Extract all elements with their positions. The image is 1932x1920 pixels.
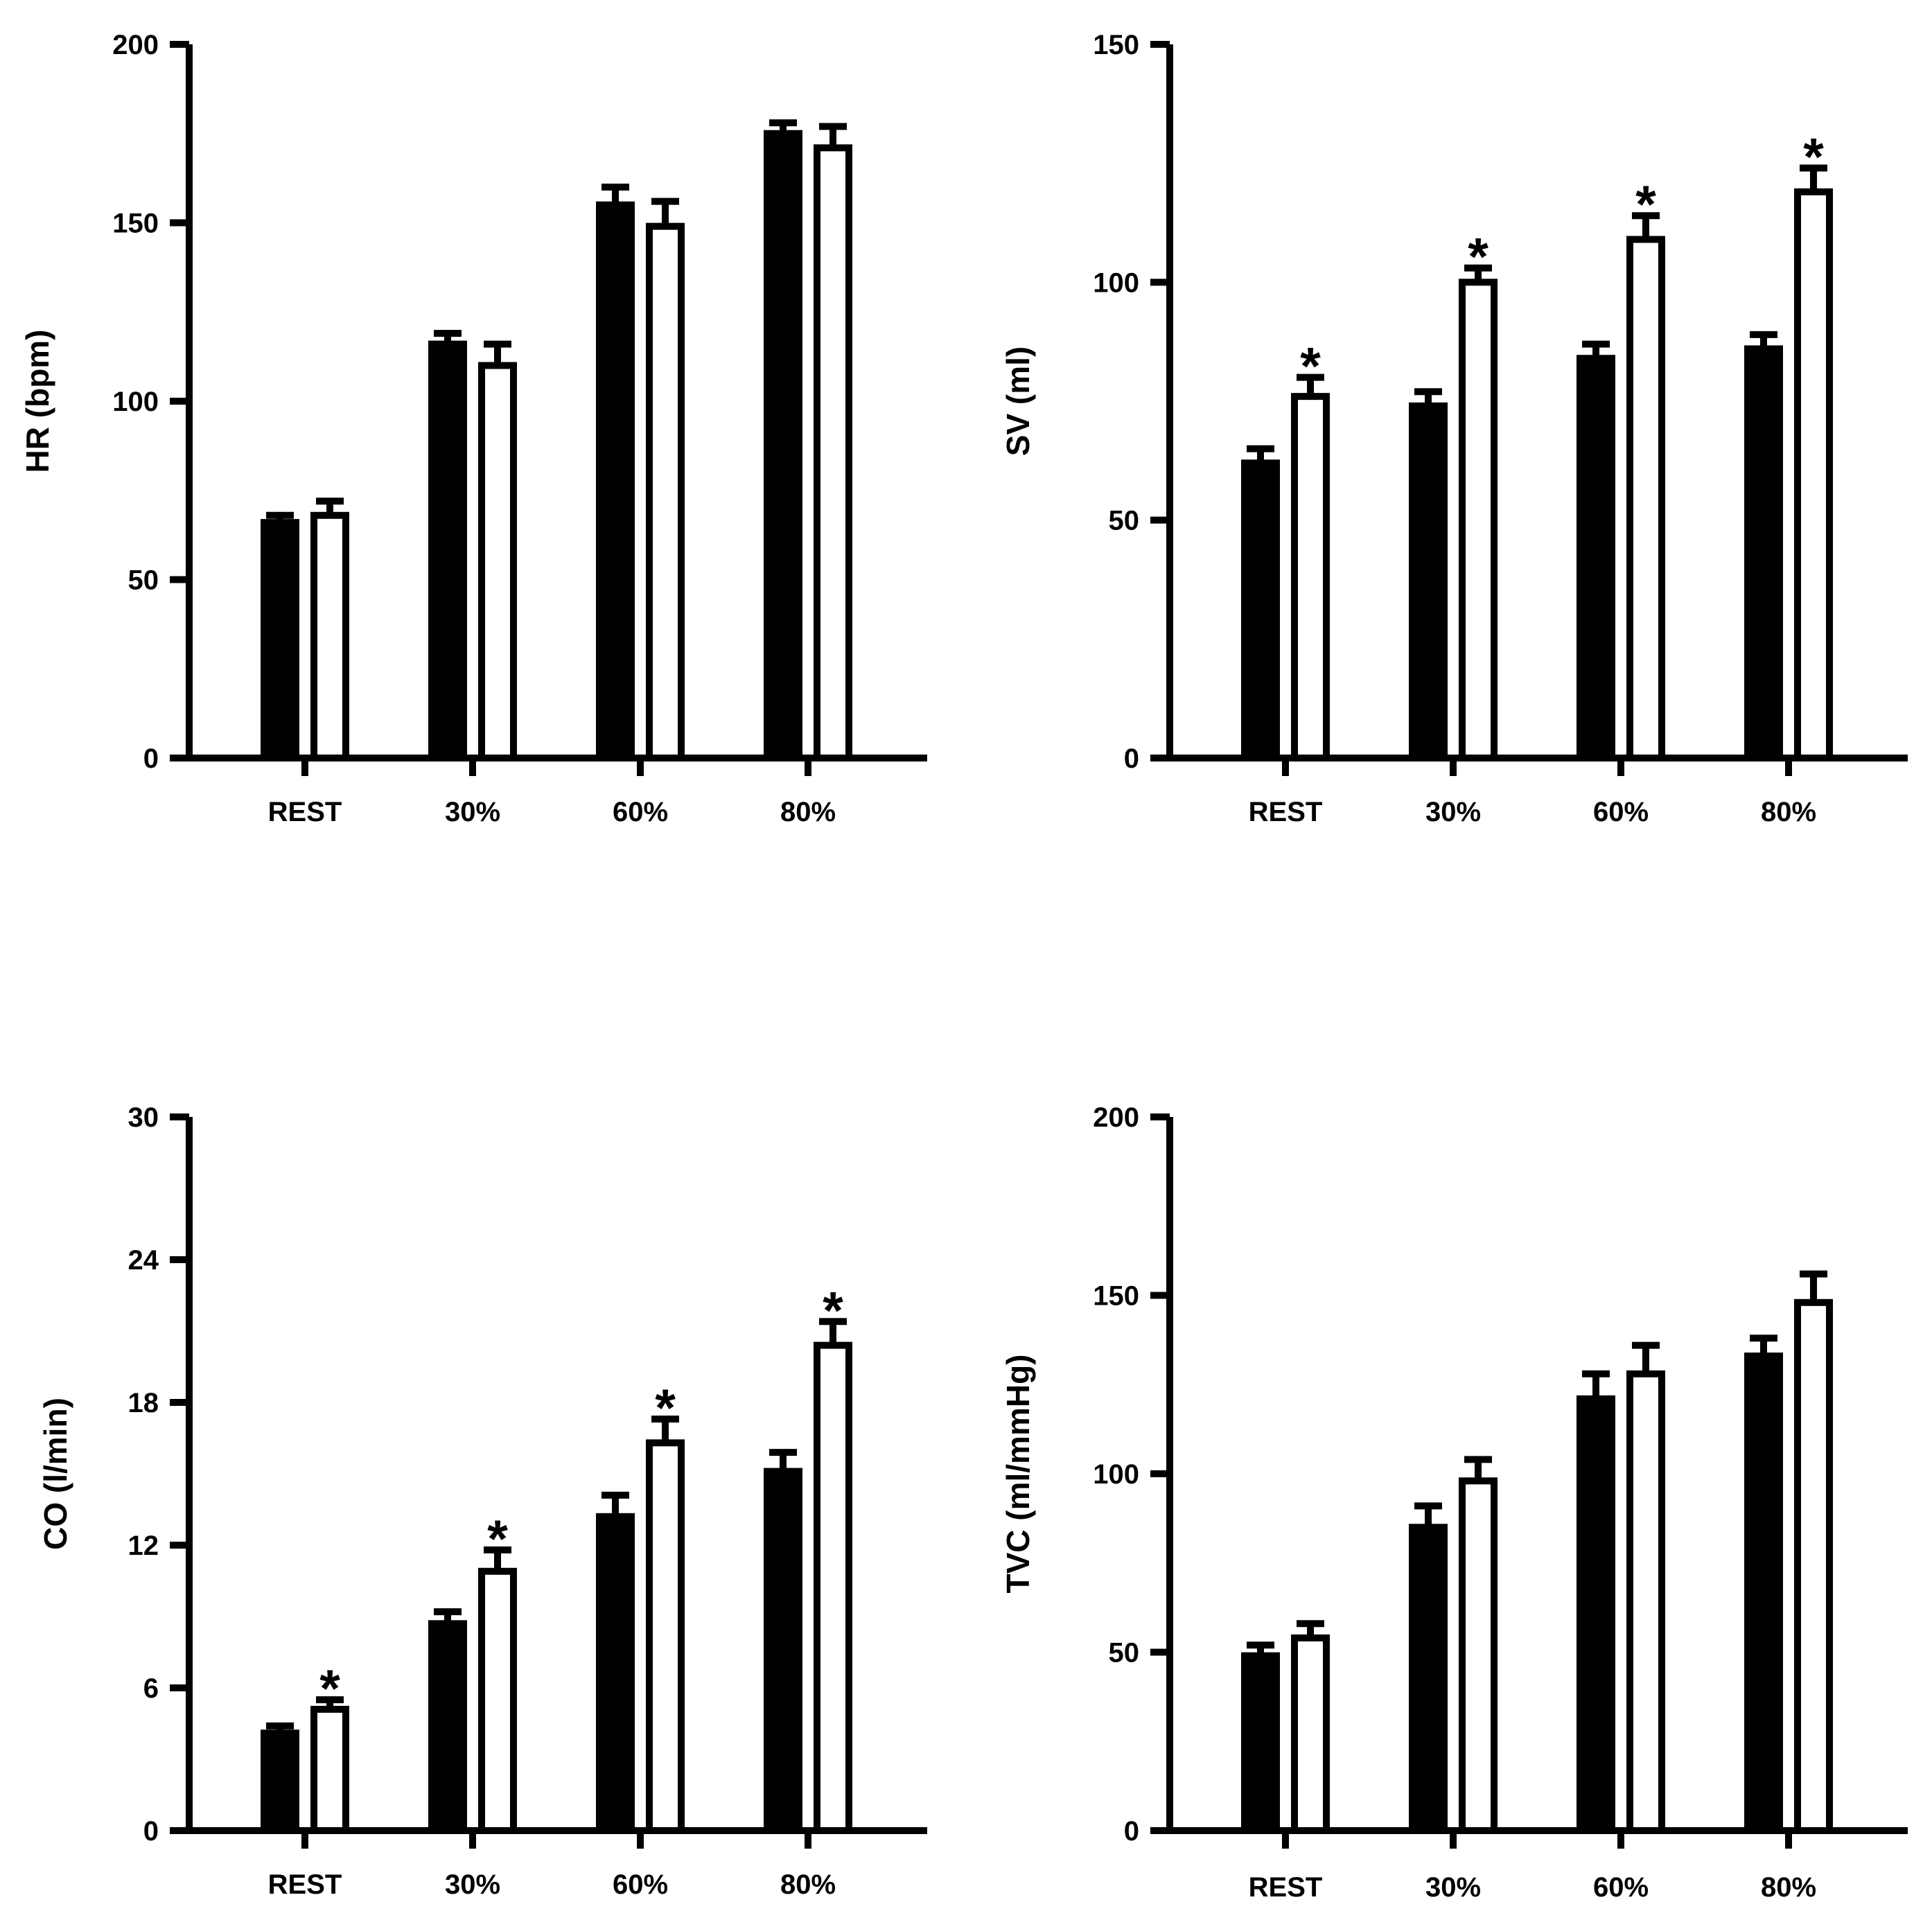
- x-tick-label: 30%: [445, 1869, 500, 1900]
- x-tick-label: 60%: [613, 797, 668, 827]
- bar-open: [478, 362, 517, 761]
- y-tick-label: 100: [1093, 1459, 1139, 1490]
- bar-filled: [261, 1729, 299, 1835]
- significance-marker: *: [487, 1510, 508, 1569]
- y-tick-label: 50: [128, 565, 159, 596]
- hr-panel: 0 50 100 150 200 HR (bpm) REST 30% 60% 80%: [19, 30, 927, 827]
- y-tick-label: 24: [128, 1245, 159, 1276]
- significance-marker: *: [1635, 175, 1656, 234]
- y-tick-label: 0: [1124, 1816, 1139, 1847]
- bar-open: [478, 1567, 517, 1834]
- x-tick-label: REST: [1249, 1872, 1323, 1903]
- sv-panel: 0 50 100 150 SV (ml) REST * 30% * 60% * 80% *: [1000, 30, 1908, 827]
- y-tick-label: 6: [143, 1673, 159, 1704]
- bar-filled: [1409, 1524, 1448, 1834]
- x-tick-label: 30%: [1425, 1872, 1481, 1903]
- bar-open: [814, 1341, 852, 1834]
- x-tick-label: 80%: [780, 797, 836, 827]
- bar-open: [1626, 236, 1665, 761]
- bar-open: [646, 1439, 685, 1835]
- y-tick-label: 200: [112, 30, 159, 60]
- bar-open: [310, 1705, 349, 1834]
- y-tick-label: 50: [1109, 506, 1140, 536]
- y-axis-title: HR (bpm): [19, 330, 55, 473]
- significance-marker: *: [823, 1281, 843, 1340]
- bar-filled: [428, 340, 467, 762]
- x-tick-label: REST: [268, 797, 342, 827]
- bar-open: [1459, 1477, 1498, 1835]
- bar-filled: [596, 1513, 635, 1835]
- tvc-panel: 0 50 100 150 200 TVC (ml/mmHg) REST 30% 60% 80%: [1000, 1102, 1908, 1903]
- bar-filled: [1409, 402, 1448, 761]
- y-tick-label: 150: [1093, 30, 1139, 60]
- bar-open: [1626, 1370, 1665, 1835]
- y-tick-label: 12: [128, 1531, 159, 1561]
- bar-filled: [1241, 1652, 1280, 1834]
- x-tick-label: 80%: [780, 1869, 836, 1900]
- bar-filled: [764, 130, 802, 761]
- significance-marker: *: [1803, 128, 1824, 187]
- y-tick-label: 200: [1093, 1102, 1139, 1133]
- x-tick-label: 30%: [1425, 797, 1481, 827]
- significance-marker: *: [1468, 228, 1488, 287]
- y-tick-label: 0: [143, 1816, 159, 1847]
- bar-filled: [1577, 1395, 1615, 1834]
- y-tick-label: 150: [112, 209, 159, 239]
- bar-open: [1291, 1634, 1330, 1834]
- y-axis-title: CO (l/min): [37, 1398, 73, 1550]
- y-tick-label: 30: [128, 1102, 159, 1133]
- bar-open: [310, 511, 349, 761]
- bar-open: [814, 144, 852, 762]
- y-tick-label: 50: [1109, 1638, 1140, 1668]
- x-tick-label: 80%: [1761, 1872, 1816, 1903]
- x-tick-label: REST: [1249, 797, 1323, 827]
- x-tick-label: 60%: [613, 1869, 668, 1900]
- co-panel: 0 6 12 18 24 30 CO (l/min) REST * 30% * 60% * 80% *: [37, 1102, 927, 1900]
- bar-open: [1794, 1298, 1833, 1835]
- y-axis-title: SV (ml): [1000, 346, 1036, 456]
- x-tick-label: 60%: [1593, 1872, 1649, 1903]
- bar-filled: [596, 201, 635, 761]
- bar-open: [1459, 279, 1498, 762]
- y-tick-label: 150: [1093, 1281, 1139, 1312]
- bar-filled: [428, 1620, 467, 1835]
- bar-filled: [1744, 345, 1783, 761]
- y-axis-title: TVC (ml/mmHg): [1000, 1355, 1036, 1594]
- x-tick-label: REST: [268, 1869, 342, 1900]
- significance-marker: *: [1300, 337, 1321, 396]
- y-tick-label: 100: [112, 387, 159, 417]
- bar-open: [1794, 188, 1833, 762]
- significance-marker: *: [655, 1379, 676, 1438]
- bar-filled: [1241, 459, 1280, 761]
- y-tick-label: 0: [143, 743, 159, 774]
- x-tick-label: 80%: [1761, 797, 1816, 827]
- bar-filled: [764, 1468, 802, 1834]
- x-tick-label: 30%: [445, 797, 500, 827]
- x-tick-label: 60%: [1593, 797, 1649, 827]
- bar-filled: [1577, 355, 1615, 761]
- bar-open: [1291, 393, 1330, 761]
- bar-filled: [261, 519, 299, 761]
- bar-open: [646, 222, 685, 761]
- significance-marker: *: [319, 1659, 340, 1718]
- bar-filled: [1744, 1353, 1783, 1835]
- y-tick-label: 18: [128, 1388, 159, 1418]
- y-tick-label: 0: [1124, 743, 1139, 774]
- y-tick-label: 100: [1093, 267, 1139, 298]
